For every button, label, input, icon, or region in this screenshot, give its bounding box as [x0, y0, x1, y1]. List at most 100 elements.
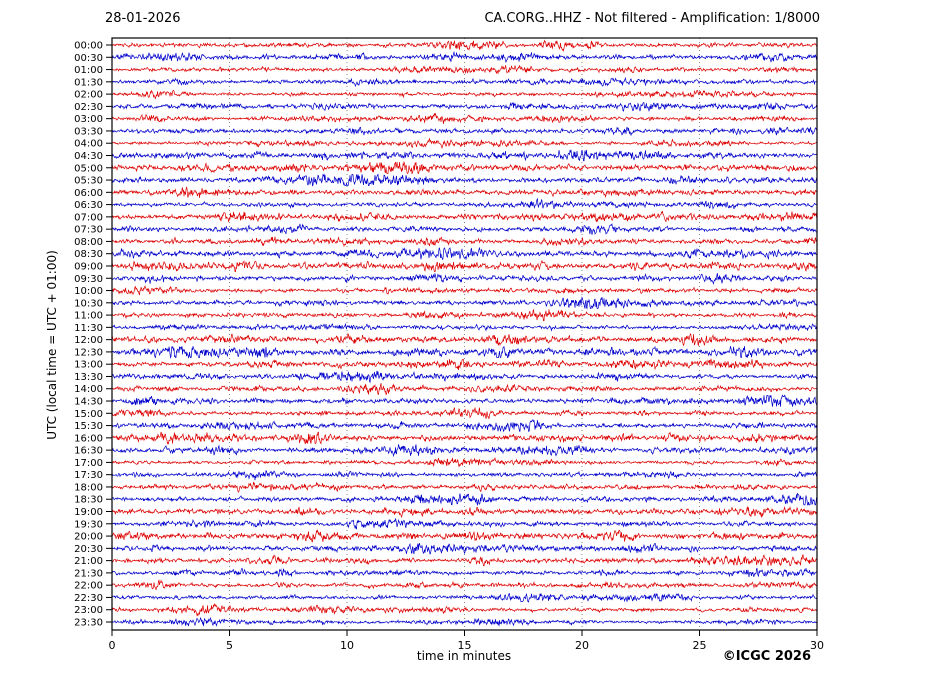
trace-row [111, 285, 818, 296]
trace-row [111, 101, 818, 112]
y-tick-label: 10:00 [74, 286, 103, 297]
trace-row [111, 89, 818, 100]
trace-row [111, 406, 818, 420]
trace-row [111, 470, 818, 481]
y-tick-label: 04:00 [74, 139, 103, 150]
y-tick-label: 05:00 [74, 163, 103, 174]
trace-row [111, 173, 818, 187]
trace-row [111, 332, 817, 347]
trace-row [111, 553, 818, 567]
y-tick-label: 15:30 [74, 421, 103, 432]
trace-row [111, 370, 818, 384]
trace-row [111, 457, 818, 468]
y-tick-label: 13:00 [74, 360, 103, 371]
trace-row [111, 137, 818, 150]
y-tick-label: 17:30 [74, 470, 103, 481]
y-tick-label: 05:30 [74, 176, 103, 187]
trace-row [111, 444, 818, 458]
y-tick-label: 14:00 [74, 384, 103, 395]
trace-row [111, 394, 818, 407]
trace-row [111, 197, 818, 210]
trace-row [111, 383, 818, 395]
y-tick-label: 17:00 [74, 458, 103, 469]
y-tick-label: 12:00 [74, 335, 103, 346]
trace-row [111, 492, 818, 507]
trace-row [111, 246, 818, 261]
trace-row [111, 76, 818, 88]
y-tick-label: 00:30 [74, 53, 103, 64]
y-tick-label: 20:00 [74, 532, 103, 543]
trace-row [111, 431, 818, 445]
y-tick-label: 01:30 [74, 77, 103, 88]
y-tick-label: 22:00 [74, 581, 103, 592]
trace-row [111, 272, 818, 285]
y-tick-label: 07:00 [74, 212, 103, 223]
trace-row [111, 322, 818, 332]
trace-row [111, 236, 818, 248]
trace-row [111, 567, 818, 578]
x-axis-title: time in minutes [416, 649, 512, 663]
y-tick-label: 14:30 [74, 397, 103, 408]
y-tick-label: 03:30 [74, 126, 103, 137]
trace-row [111, 126, 818, 136]
trace-row [111, 506, 818, 519]
y-tick-label: 11:30 [74, 323, 103, 334]
trace-row [111, 296, 818, 310]
trace-row [111, 603, 818, 617]
y-tick-label: 01:00 [74, 65, 103, 76]
y-tick-label: 09:00 [74, 261, 103, 272]
trace-row [111, 542, 818, 555]
x-tick-label: 25 [693, 639, 707, 652]
y-tick-label: 04:30 [74, 151, 103, 162]
y-tick-label: 09:30 [74, 274, 103, 285]
y-tick-label: 16:00 [74, 433, 103, 444]
trace-row [111, 112, 817, 125]
trace-row [111, 616, 818, 627]
y-tick-label: 22:30 [74, 593, 103, 604]
y-tick-label: 08:00 [74, 237, 103, 248]
x-tick-label: 5 [226, 639, 233, 652]
y-tick-label: 21:30 [74, 568, 103, 579]
y-tick-label: 21:00 [74, 556, 103, 567]
x-tick-label: 15 [458, 639, 472, 652]
y-tick-label: 08:30 [74, 249, 103, 260]
trace-row [111, 419, 818, 433]
x-tick-label: 0 [109, 639, 116, 652]
trace-row [111, 186, 818, 199]
trace-row [111, 160, 817, 175]
y-tick-label: 02:00 [74, 90, 103, 101]
trace-row [111, 481, 818, 493]
trace-row [111, 592, 818, 603]
station-title: CA.CORG..HHZ - Not filtered - Amplificat… [484, 11, 820, 26]
trace-row [111, 529, 818, 543]
trace-row [111, 309, 818, 322]
date-title: 28-01-2026 [105, 11, 181, 26]
y-tick-label: 19:00 [74, 507, 103, 518]
y-tick-label: 06:00 [74, 188, 103, 199]
y-tick-label: 15:00 [74, 409, 103, 420]
trace-row [111, 345, 818, 359]
x-tick-label: 10 [340, 639, 354, 652]
y-tick-label: 23:30 [74, 618, 103, 629]
x-tick-label: 20 [575, 639, 589, 652]
copyright: ©ICGC 2026 [722, 649, 811, 664]
trace-row [111, 518, 818, 530]
y-tick-label: 03:00 [74, 114, 103, 125]
y-tick-label: 13:30 [74, 372, 103, 383]
trace-row [111, 211, 818, 223]
y-tick-label: 12:30 [74, 347, 103, 358]
y-tick-label: 16:30 [74, 446, 103, 457]
trace-row [111, 358, 818, 370]
y-tick-label: 11:00 [74, 311, 103, 322]
y-tick-label: 23:00 [74, 605, 103, 616]
trace-row [111, 64, 818, 74]
trace-row [111, 222, 818, 235]
trace-row [111, 259, 818, 273]
y-tick-label: 00:00 [74, 41, 103, 52]
y-tick-label: 06:30 [74, 200, 103, 211]
y-tick-label: 07:30 [74, 225, 103, 236]
y-tick-label: 20:30 [74, 544, 103, 555]
y-tick-label: 10:30 [74, 298, 103, 309]
y-tick-label: 19:30 [74, 519, 103, 530]
